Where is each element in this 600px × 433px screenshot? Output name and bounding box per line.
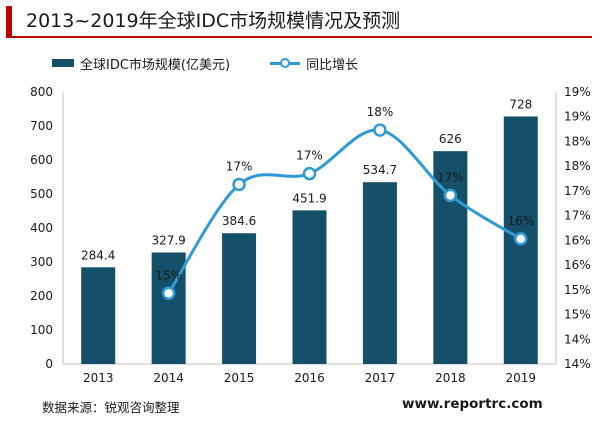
x-tick-label: 2018 [435, 371, 466, 385]
legend-line-label: 同比增长 [306, 57, 359, 73]
website-label: www.reportrc.com [402, 396, 543, 412]
bar [362, 182, 397, 364]
growth-value-label: 17% [437, 170, 464, 184]
y-left-tick-label: 200 [30, 289, 53, 303]
bar-value-label: 534.7 [363, 163, 397, 177]
x-tick-label: 2014 [153, 371, 184, 385]
y-left-tick-label: 100 [30, 323, 53, 337]
y-right-tick-label: 19% [564, 110, 591, 124]
bar-value-label: 451.9 [292, 191, 326, 205]
growth-point [514, 232, 528, 246]
y-left-tick-label: 600 [30, 153, 53, 167]
x-tick-label: 2016 [294, 371, 325, 385]
growth-point [443, 188, 458, 203]
growth-line [167, 128, 522, 295]
bar [222, 233, 257, 364]
y-right-tick-label: 16% [564, 258, 591, 272]
source-note: 数据来源：锐观咨询整理 [42, 400, 180, 415]
bar [81, 267, 116, 364]
y-right-tick-label: 15% [564, 283, 591, 297]
y-left-tick-label: 800 [30, 85, 53, 99]
y-right-tick-label: 18% [564, 159, 591, 173]
bar [292, 210, 327, 364]
y-right-tick-label: 14% [564, 332, 591, 346]
y-right-tick-label: 17% [564, 184, 591, 198]
bar-value-label: 384.6 [222, 214, 256, 228]
y-right-tick-label: 18% [564, 134, 591, 148]
growth-value-label: 17% [226, 159, 253, 173]
y-right-tick-label: 14% [564, 357, 591, 371]
x-tick-label: 2017 [365, 371, 396, 385]
growth-point [232, 177, 246, 192]
y-left-tick-label: 700 [30, 119, 53, 133]
legend-bar-label: 全球IDC市场规模(亿美元) [80, 57, 231, 73]
y-right-tick-label: 16% [564, 233, 591, 247]
y-left-tick-label: 300 [30, 255, 53, 269]
growth-point [161, 286, 176, 301]
legend: 全球IDC市场规模(亿美元) 同比增长 [52, 53, 358, 73]
bar-value-label: 728 [509, 97, 532, 111]
x-tick-label: 2013 [83, 371, 114, 385]
title-bar: 2013~2019年全球IDC市场规模情况及预测 [6, 6, 592, 38]
y-left-tick-label: 500 [30, 187, 53, 201]
growth-point [302, 166, 317, 181]
title-accent [6, 6, 12, 36]
y-right-tick-label: 17% [564, 209, 591, 223]
chart-title: 2013~2019年全球IDC市场规模情况及预测 [26, 10, 401, 32]
y-right-tick-label: 15% [564, 308, 591, 322]
bar-value-label: 284.4 [81, 248, 115, 262]
growth-value-label: 18% [367, 105, 394, 119]
bar-value-label: 626 [439, 132, 462, 146]
y-left-tick-label: 400 [30, 221, 53, 235]
x-tick-label: 2019 [506, 371, 537, 385]
legend-bar-swatch [52, 59, 74, 67]
growth-value-label: 17% [296, 149, 323, 163]
legend-line-swatch [270, 58, 301, 68]
x-tick-label: 2015 [224, 371, 255, 385]
y-right-tick-label: 19% [564, 85, 591, 99]
growth-point [373, 123, 387, 137]
growth-value-label: 16% [507, 214, 534, 228]
growth-value-label: 15% [155, 268, 182, 282]
y-left-tick-label: 0 [45, 357, 53, 371]
bar-value-label: 327.9 [151, 234, 185, 248]
